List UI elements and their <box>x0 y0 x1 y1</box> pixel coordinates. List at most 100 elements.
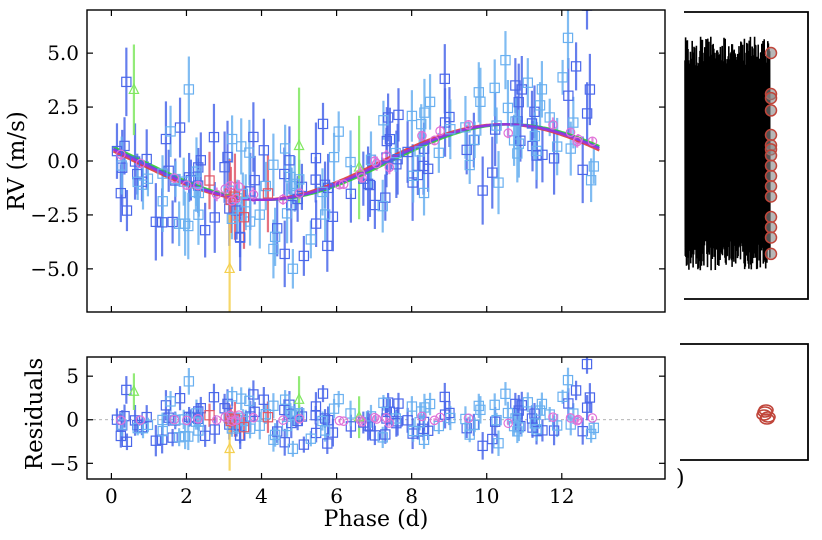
instrument-green-residual-point <box>128 384 140 396</box>
instrument-dark-blue-point <box>439 117 451 128</box>
instrument-magenta-point <box>565 127 576 138</box>
instrument-light-blue-residual-point <box>286 410 297 421</box>
instrument-dark-blue-residual-point <box>584 392 596 403</box>
instrument-magenta-residual-point <box>381 413 392 423</box>
instrument-light-blue-point <box>424 96 436 108</box>
instrument-dark-blue-point <box>563 90 574 101</box>
instrument-dark-blue-residual-point <box>510 398 521 410</box>
side-bottom-circle <box>757 406 773 418</box>
instrument-magenta-residual-point <box>503 418 514 429</box>
y-tick-label: 5.0 <box>47 41 79 65</box>
instrument-dark-blue-point <box>487 167 498 178</box>
instrument-dark-blue-point <box>150 216 162 228</box>
instrument-light-blue-point <box>232 210 243 221</box>
instrument-magenta-point <box>169 173 180 183</box>
rv-x-ticks <box>110 10 563 312</box>
instrument-green-point <box>128 82 140 95</box>
instrument-magenta-residual-point <box>338 416 349 426</box>
instrument-yellow-point <box>224 261 236 274</box>
instrument-magenta-point <box>278 194 288 205</box>
instrument-light-blue-point <box>244 147 255 158</box>
side-top-circle <box>764 128 778 142</box>
instrument-magenta-point <box>231 193 241 204</box>
instrument-dark-blue-point <box>537 149 548 161</box>
instrument-light-blue-residual-point <box>460 413 471 425</box>
instrument-light-blue-point <box>493 177 504 188</box>
instrument-magenta-point <box>435 126 445 136</box>
instrument-dark-blue-point <box>529 106 540 118</box>
instrument-light-blue-point <box>287 263 299 274</box>
instrument-light-blue-residual-point <box>279 394 291 405</box>
instrument-magenta-residual-point <box>463 413 474 424</box>
instrument-light-blue-residual-point <box>244 395 255 407</box>
instrument-dark-blue-residual-point <box>393 398 404 409</box>
instrument-light-blue-point <box>406 110 418 122</box>
instrument-dark-blue-residual-point <box>577 425 588 437</box>
instrument-dark-blue-point <box>279 248 290 260</box>
y-tick-label: 2.5 <box>47 95 79 119</box>
instrument-magenta-residual-point <box>334 415 345 426</box>
instrument-light-blue-residual-point <box>268 400 279 411</box>
instrument-dark-blue-residual-point <box>402 415 413 426</box>
instrument-light-blue-point <box>491 120 502 131</box>
instrument-dark-blue-point <box>577 164 588 176</box>
instrument-light-blue-residual-point <box>287 443 299 455</box>
instrument-magenta-residual-point <box>227 416 237 427</box>
instrument-light-blue-point <box>588 161 600 172</box>
instrument-light-blue-point <box>190 186 202 198</box>
instrument-light-blue-point <box>157 168 168 179</box>
instrument-dark-blue-point <box>119 140 130 152</box>
instrument-light-blue-point <box>268 159 279 171</box>
instrument-light-blue-point <box>333 126 344 137</box>
x-tick-label: 2 <box>180 484 193 508</box>
instrument-dark-blue-point <box>548 153 560 164</box>
instrument-magenta-residual-point <box>248 412 259 423</box>
y-tick-label: −5 <box>50 451 79 475</box>
residuals-x-ticks: 0 2 4 6 8 10 12 <box>105 357 575 508</box>
instrument-dark-blue-point <box>249 174 260 186</box>
instrument-dark-blue-residual-point <box>439 391 450 403</box>
instrument-dark-blue-point <box>384 133 396 145</box>
instrument-dark-blue-point <box>163 165 174 177</box>
instrument-magenta-residual-point <box>417 411 427 422</box>
instrument-light-blue-point <box>522 77 534 88</box>
instrument-dark-blue-point <box>199 224 211 236</box>
rv-y-axis-label: RV (m/s) <box>4 111 30 211</box>
instrument-magenta-point <box>572 136 582 147</box>
instrument-dark-blue-residual-point <box>322 438 333 449</box>
instrument-magenta-residual-point <box>572 415 582 426</box>
instrument-dark-blue-residual-point <box>581 358 593 370</box>
instrument-light-blue-point <box>378 115 389 126</box>
instrument-light-blue-point <box>319 209 331 220</box>
side-top-signal <box>684 36 771 271</box>
instrument-light-blue-point <box>419 107 430 118</box>
instrument-magenta-point <box>463 120 474 130</box>
instrument-dark-blue-residual-point <box>279 404 290 416</box>
instrument-light-blue-point <box>137 179 149 190</box>
instrument-light-blue-residual-point <box>502 407 514 419</box>
instrument-red-point <box>204 175 215 186</box>
instrument-dark-blue-residual-point <box>570 385 582 396</box>
instrument-magenta-residual-point <box>429 415 440 426</box>
instrument-light-blue-point <box>157 196 168 207</box>
instrument-dark-blue-residual-point <box>477 440 488 452</box>
side-top-circle <box>764 149 778 162</box>
side-bottom-circles <box>756 404 776 425</box>
instrument-magenta-point <box>220 184 231 194</box>
instrument-dark-blue-residual-point <box>581 402 593 413</box>
instrument-dark-blue-point <box>292 193 303 205</box>
instrument-red-point <box>262 188 274 199</box>
instrument-light-blue-residual-point <box>493 438 504 449</box>
instrument-light-blue-point <box>407 170 419 182</box>
instrument-light-blue-residual-point <box>232 421 243 433</box>
instrument-dark-blue-point <box>284 155 295 166</box>
instrument-magenta-point <box>116 149 126 160</box>
instrument-light-blue-residual-point <box>536 398 548 410</box>
instrument-magenta-residual-point <box>116 415 126 426</box>
instrument-magenta-point <box>334 179 345 190</box>
instrument-dark-blue-point <box>364 179 376 191</box>
instrument-light-blue-residual-point <box>529 418 541 429</box>
instrument-dark-blue-residual-point <box>141 411 152 423</box>
instrument-dark-blue-residual-point <box>563 398 574 409</box>
instrument-dark-blue-point <box>322 240 333 252</box>
